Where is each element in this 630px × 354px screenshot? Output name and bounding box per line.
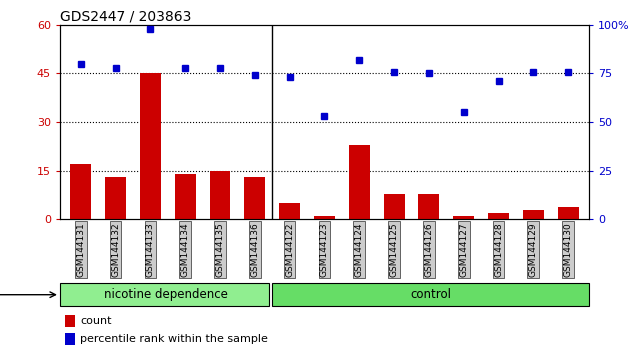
Text: nicotine dependence: nicotine dependence [104, 288, 228, 301]
Text: GSM144132: GSM144132 [111, 222, 120, 277]
Text: GSM144129: GSM144129 [529, 222, 538, 277]
Bar [210, 171, 231, 219]
Bar [488, 213, 509, 219]
Bar [349, 145, 370, 219]
Text: GSM144123: GSM144123 [320, 222, 329, 277]
Bar [272, 283, 589, 306]
Text: GSM144134: GSM144134 [181, 222, 190, 277]
Text: GSM144128: GSM144128 [494, 222, 503, 277]
Text: GSM144131: GSM144131 [76, 222, 85, 277]
Text: GSM144133: GSM144133 [146, 222, 155, 277]
Bar [418, 194, 439, 219]
Text: GSM144124: GSM144124 [355, 222, 364, 277]
Text: GSM144135: GSM144135 [215, 222, 224, 277]
Text: GSM144130: GSM144130 [564, 222, 573, 277]
Text: GSM144125: GSM144125 [389, 222, 399, 277]
Bar [279, 203, 300, 219]
Text: count: count [80, 316, 112, 326]
Text: control: control [410, 288, 451, 301]
Bar [71, 164, 91, 219]
Bar [453, 216, 474, 219]
Bar [105, 177, 126, 219]
Bar [65, 315, 75, 327]
Bar [523, 210, 544, 219]
Text: GSM144122: GSM144122 [285, 222, 294, 277]
Bar [244, 177, 265, 219]
Bar [140, 73, 161, 219]
Bar [60, 283, 269, 306]
Text: GSM144127: GSM144127 [459, 222, 468, 277]
Text: percentile rank within the sample: percentile rank within the sample [80, 334, 268, 344]
Bar [314, 216, 335, 219]
Text: GSM144136: GSM144136 [250, 222, 260, 277]
Text: GDS2447 / 203863: GDS2447 / 203863 [60, 10, 192, 24]
Bar [558, 206, 578, 219]
Bar [175, 174, 196, 219]
Bar [65, 333, 75, 345]
Bar [384, 194, 404, 219]
Text: GSM144126: GSM144126 [425, 222, 433, 277]
